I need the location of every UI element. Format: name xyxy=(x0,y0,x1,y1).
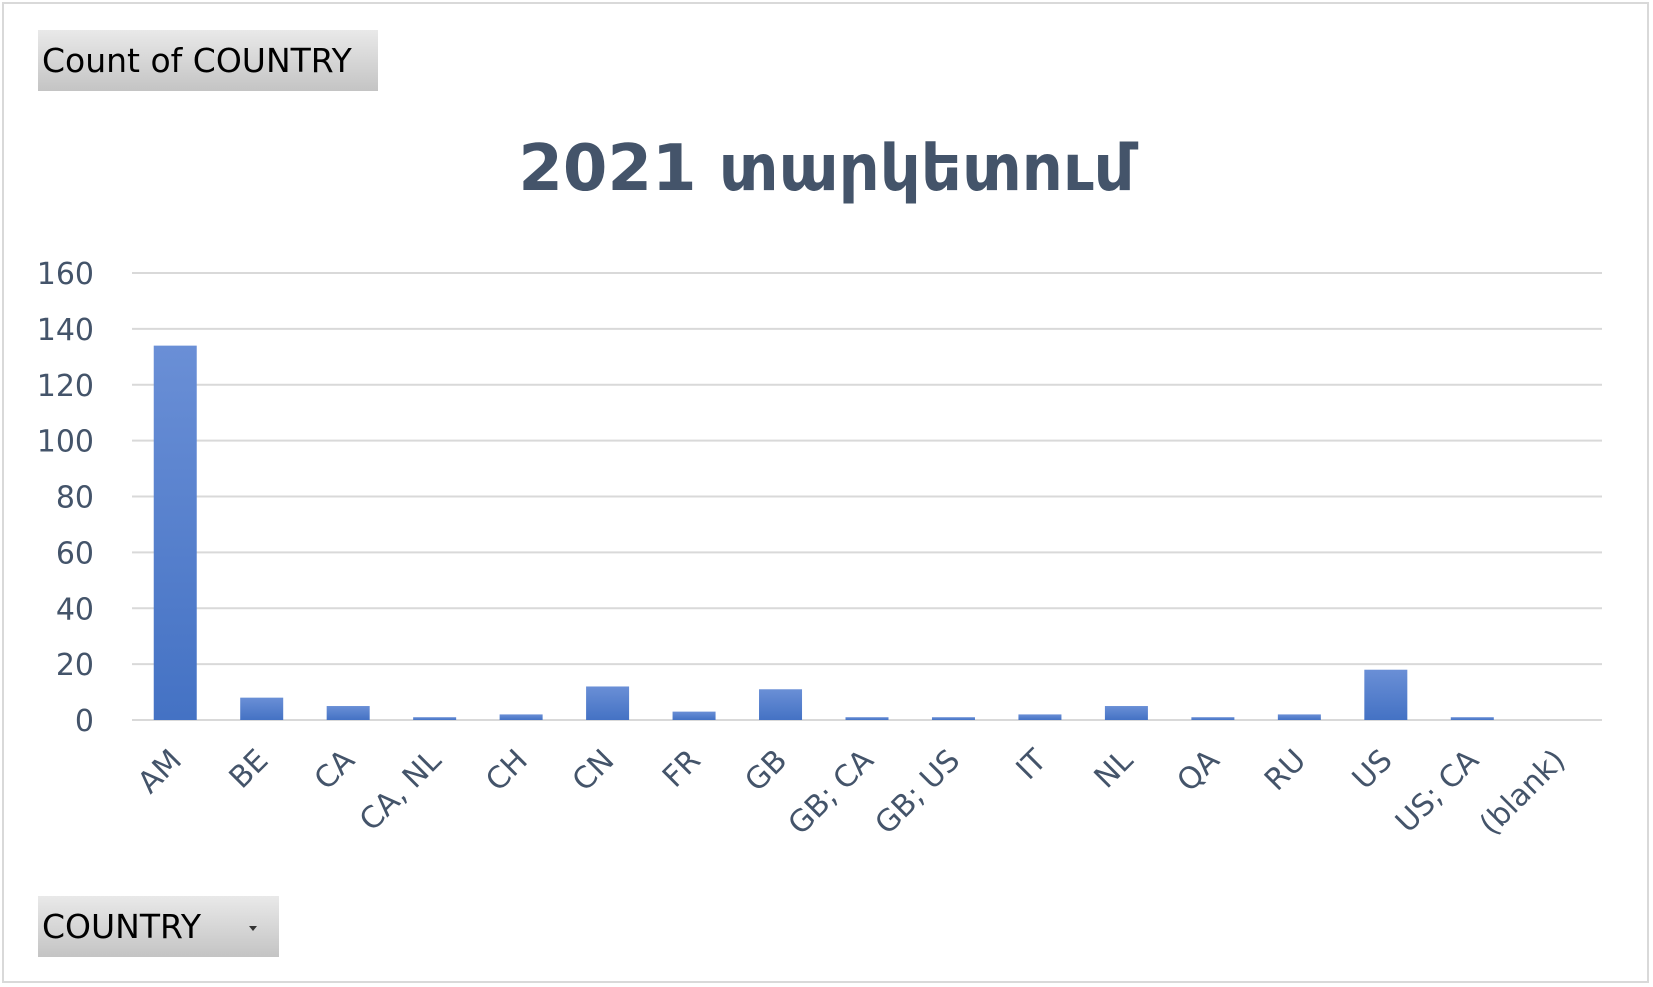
x-tick-label: GB xyxy=(738,743,794,799)
chart-title: 2021 տարկետում xyxy=(518,132,1135,206)
bar-ca-nl[interactable] xyxy=(413,717,457,720)
value-field-label: Count of COUNTRY xyxy=(42,41,352,80)
x-tick-label: CN xyxy=(566,743,621,798)
bar-gb[interactable] xyxy=(759,689,803,720)
x-tick-label: GB; CA xyxy=(782,743,881,842)
value-field-button[interactable]: Count of COUNTRY xyxy=(38,30,378,91)
x-tick-label: US; CA xyxy=(1389,743,1486,840)
y-tick-label: 20 xyxy=(56,648,94,683)
x-tick-label: NL xyxy=(1088,743,1141,796)
y-tick-label: 100 xyxy=(37,425,94,460)
y-tick-label: 140 xyxy=(37,313,94,348)
axis-field-label: COUNTRY xyxy=(42,907,201,946)
bars xyxy=(153,345,1494,720)
bar-be[interactable] xyxy=(240,697,284,720)
y-tick-label: 0 xyxy=(75,704,94,739)
y-tick-label: 120 xyxy=(37,369,94,404)
y-tick-label: 40 xyxy=(56,592,94,627)
gridlines xyxy=(132,272,1602,721)
bar-ca[interactable] xyxy=(326,706,370,720)
axis-field-button[interactable]: COUNTRY xyxy=(38,896,279,957)
bar-us-ca[interactable] xyxy=(1450,717,1494,720)
y-tick-label: 60 xyxy=(56,536,94,571)
bar-fr[interactable] xyxy=(672,711,716,720)
y-tick-label: 80 xyxy=(56,481,94,516)
x-tick-label: QA xyxy=(1171,743,1227,799)
bar-nl[interactable] xyxy=(1104,706,1148,720)
chevron-down-icon[interactable] xyxy=(249,925,257,931)
x-tick-label: CA, NL xyxy=(353,743,448,838)
x-tick-label: CA xyxy=(308,743,362,797)
bar-gb-us[interactable] xyxy=(931,717,975,720)
x-tick-label: FR xyxy=(656,743,708,795)
y-axis-ticks: 0 20 40 60 80 100 120 140 160 xyxy=(37,257,94,739)
x-tick-label: (blank) xyxy=(1473,743,1572,842)
x-tick-label: RU xyxy=(1258,743,1313,798)
bar-gb-ca[interactable] xyxy=(845,717,889,720)
x-tick-label: US xyxy=(1346,743,1400,797)
x-tick-label: GB; US xyxy=(868,743,967,842)
bar-it[interactable] xyxy=(1018,714,1062,720)
x-tick-label: CH xyxy=(479,743,535,799)
bar-ch[interactable] xyxy=(499,714,543,720)
bar-am[interactable] xyxy=(153,345,197,720)
bar-qa[interactable] xyxy=(1191,717,1235,720)
bar-cn[interactable] xyxy=(586,686,630,720)
y-tick-label: 160 xyxy=(37,257,94,292)
bar-ru[interactable] xyxy=(1277,714,1321,720)
bar-us[interactable] xyxy=(1364,669,1408,720)
x-tick-label: IT xyxy=(1010,742,1054,786)
x-tick-label: AM xyxy=(131,743,189,801)
x-tick-label: BE xyxy=(223,743,276,796)
